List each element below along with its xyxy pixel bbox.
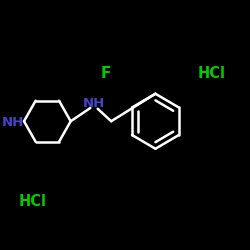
Text: HCl: HCl bbox=[18, 194, 46, 209]
Text: NH: NH bbox=[2, 116, 24, 129]
Text: HCl: HCl bbox=[198, 66, 226, 81]
Text: F: F bbox=[101, 66, 112, 81]
Text: NH: NH bbox=[83, 97, 105, 110]
